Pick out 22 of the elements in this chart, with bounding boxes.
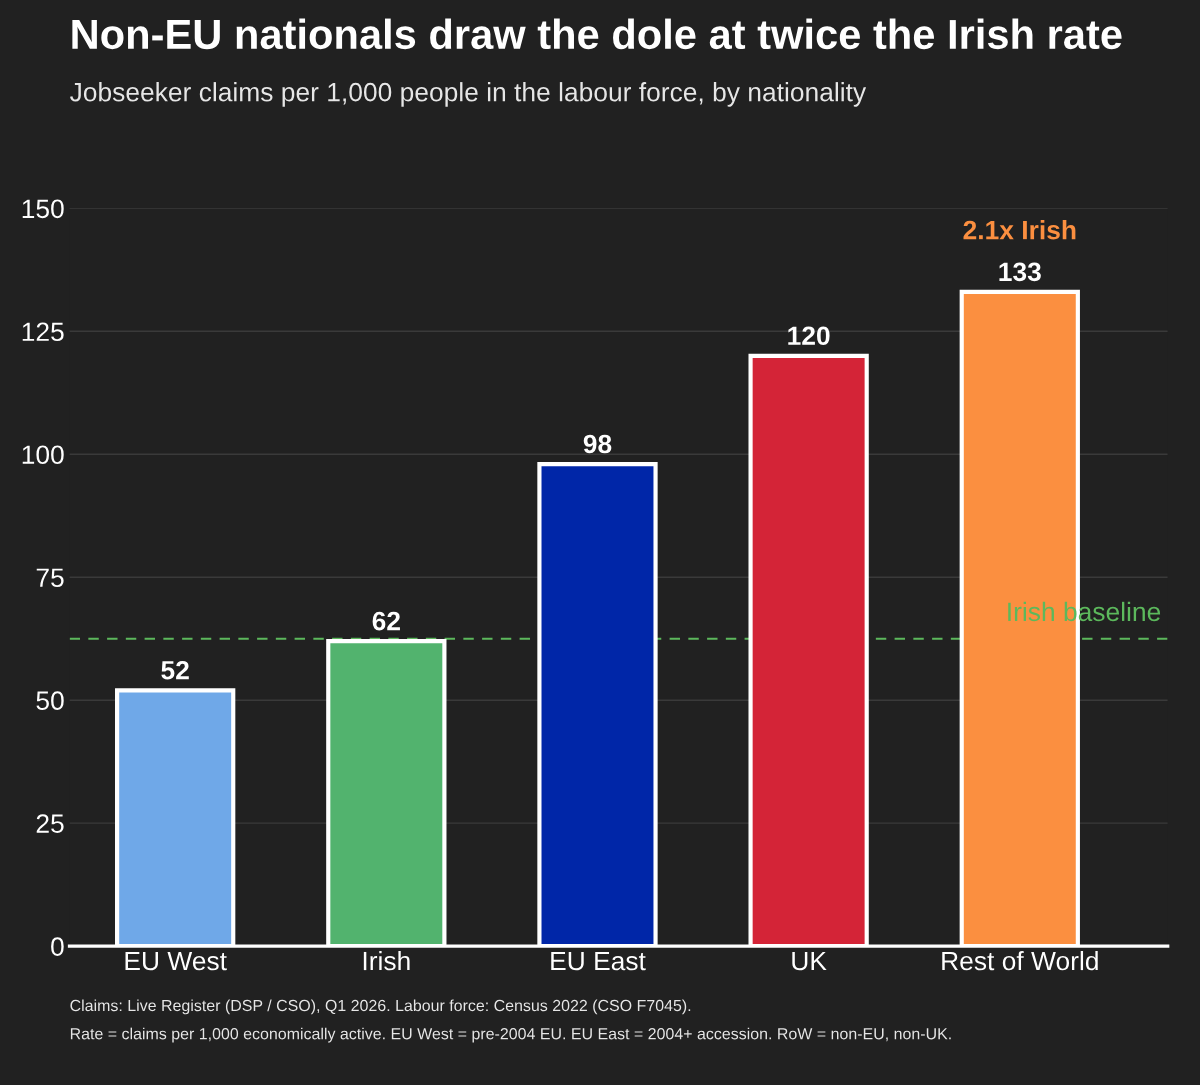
y-tick-label: 100 (22, 445, 64, 465)
data-label: 133 (999, 262, 1041, 282)
chart-subtitle: Jobseeker claims per 1,000 people in the labour force, by nationality (70, 82, 867, 107)
y-tick-label: 125 (22, 322, 64, 342)
chart-title: Non-EU nationals draw the dole at twice the Irish rate (72, 18, 1122, 50)
data-label: 62 (372, 611, 400, 631)
data-label: 52 (161, 660, 189, 680)
data-label: 98 (583, 434, 612, 454)
text: Rate = claims per 1,000 economically active. EU West = pre-2004 EU. EU East = 2004+ accession. RoW = non-EU, non-UK. (70, 1027, 951, 1043)
x-tick-label: Rest of World (942, 950, 1098, 971)
y-tick-label: 75 (36, 568, 64, 588)
x-tick-label: UK (792, 951, 827, 971)
x-tick-label: Irish (363, 950, 410, 971)
x-tick-label: EU West (125, 951, 227, 971)
x-tick-label: EU East (551, 951, 646, 971)
y-tick-label: 50 (36, 691, 64, 711)
y-tick-label: 0 (51, 937, 64, 956)
y-tick-label: 25 (36, 814, 64, 833)
text: Claims: Live Register (DSP / CSO), Q1 2026. Labour force: Census 2022 (CSO F7045). (70, 999, 691, 1015)
y-tick-label: 150 (22, 199, 64, 219)
annotation: 2.1x Irish (963, 220, 1076, 240)
data-label: 120 (788, 326, 830, 346)
